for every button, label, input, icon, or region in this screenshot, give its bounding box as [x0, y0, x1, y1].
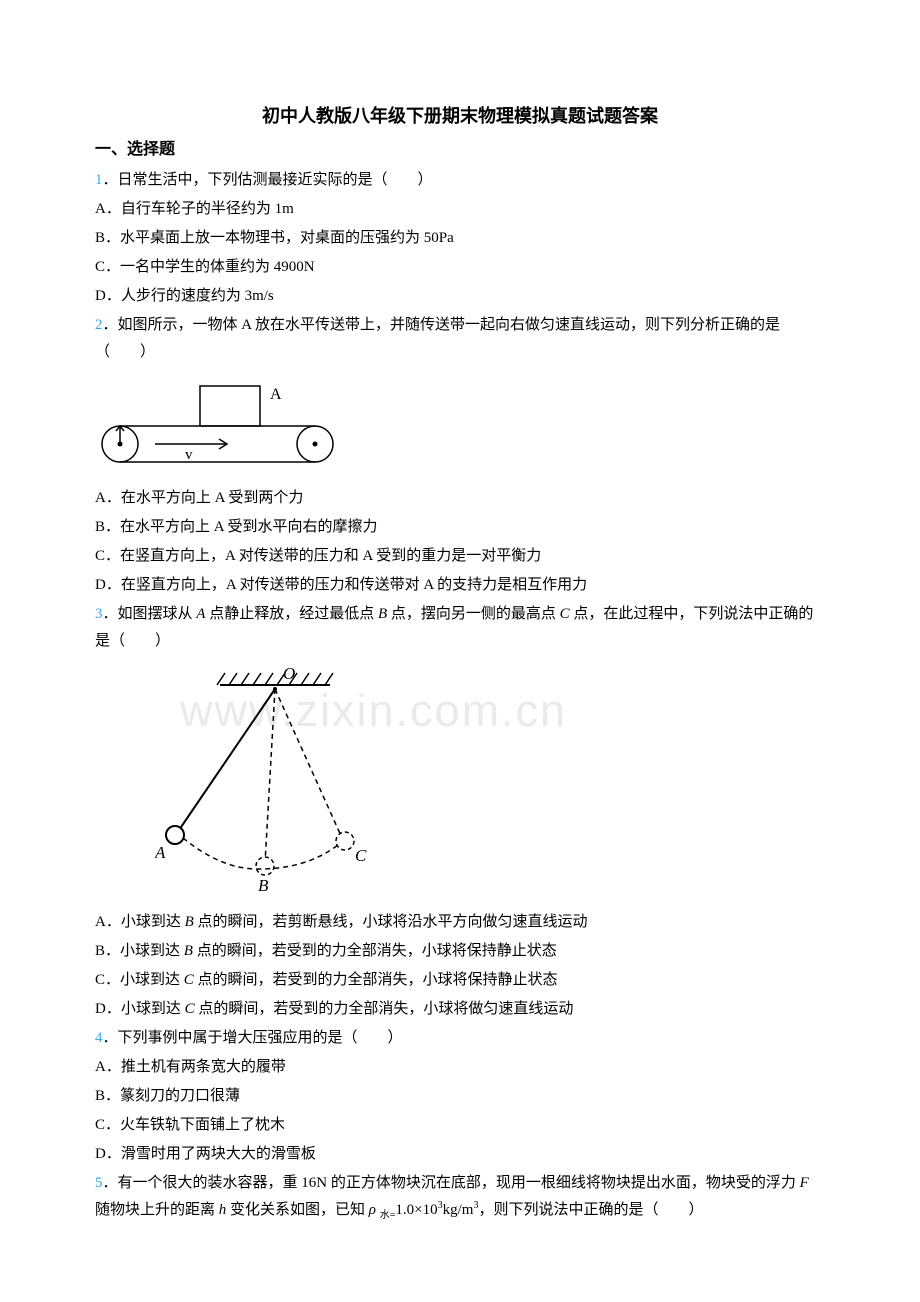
q4-number: 4 — [95, 1030, 103, 1046]
q1-option-b: B．水平桌面上放一本物理书，对桌面的压强约为 50Pa — [95, 225, 825, 252]
svg-text:B: B — [258, 876, 269, 893]
q1-option-d: D．人步行的速度约为 3m/s — [95, 283, 825, 310]
q1-option-a: A．自行车轮子的半径约为 1m — [95, 196, 825, 223]
q2-option-d: D．在竖直方向上，A 对传送带的压力和传送带对 A 的支持力是相互作用力 — [95, 572, 825, 599]
document-title: 初中人教版八年级下册期末物理模拟真题试题答案 — [95, 100, 825, 132]
q3-number: 3 — [95, 606, 103, 622]
q1-option-c: C．一名中学生的体重约为 4900N — [95, 254, 825, 281]
q1-text: ．日常生活中，下列估测最接近实际的是（ ） — [103, 172, 433, 188]
question-4: 4．下列事例中属于增大压强应用的是（ ） — [95, 1025, 825, 1052]
belt-figure: A v — [95, 374, 825, 479]
q2-text: ．如图所示，一物体 A 放在水平传送带上，并随传送带一起向右做匀速直线运动，则下… — [95, 317, 780, 360]
section-one-header: 一、选择题 — [95, 136, 825, 165]
svg-text:v: v — [185, 447, 193, 463]
svg-text:A: A — [270, 386, 282, 403]
question-3: 3．如图摆球从 A 点静止释放，经过最低点 B 点，摆向另一侧的最高点 C 点，… — [95, 601, 825, 655]
q4-option-b: B．篆刻刀的刀口很薄 — [95, 1083, 825, 1110]
question-1: 1．日常生活中，下列估测最接近实际的是（ ） — [95, 167, 825, 194]
q4-option-c: C．火车铁轨下面铺上了枕木 — [95, 1112, 825, 1139]
q3-text-5: C — [560, 606, 570, 622]
q4-text: ．下列事例中属于增大压强应用的是（ ） — [103, 1030, 403, 1046]
q3-option-a: A．小球到达 B 点的瞬间，若剪断悬线，小球将沿水平方向做匀速直线运动 — [95, 909, 825, 936]
svg-text:O: O — [283, 664, 295, 683]
q3-option-b: B．小球到达 B 点的瞬间，若受到的力全部消失，小球将保持静止状态 — [95, 938, 825, 965]
pendulum-figure: O A B C — [155, 663, 825, 903]
q3-text-4: 点，摆向另一侧的最高点 — [387, 606, 560, 622]
q3-text-0: ．如图摆球从 — [103, 606, 197, 622]
svg-text:C: C — [355, 846, 367, 865]
question-5: 5．有一个很大的装水容器，重 16N 的正方体物块沉在底部，现用一根细线将物块提… — [95, 1170, 825, 1225]
q4-option-d: D．滑雪时用了两块大大的滑雪板 — [95, 1141, 825, 1168]
q3-text-2: 点静止释放，经过最低点 — [205, 606, 378, 622]
q5-number: 5 — [95, 1175, 103, 1191]
question-2: 2．如图所示，一物体 A 放在水平传送带上，并随传送带一起向右做匀速直线运动，则… — [95, 312, 825, 366]
q4-option-a: A．推土机有两条宽大的履带 — [95, 1054, 825, 1081]
q2-option-c: C．在竖直方向上，A 对传送带的压力和 A 受到的重力是一对平衡力 — [95, 543, 825, 570]
q2-option-a: A．在水平方向上 A 受到两个力 — [95, 485, 825, 512]
q3-option-d: D．小球到达 C 点的瞬间，若受到的力全部消失，小球将做匀速直线运动 — [95, 996, 825, 1023]
q2-option-b: B．在水平方向上 A 受到水平向右的摩擦力 — [95, 514, 825, 541]
q3-text-3: B — [378, 606, 387, 622]
main-content: 初中人教版八年级下册期末物理模拟真题试题答案 一、选择题 1．日常生活中，下列估… — [95, 100, 825, 1225]
svg-text:A: A — [155, 843, 166, 862]
q5-text-part1: ．有一个很大的装水容器，重 16N 的正方体物块沉在底部，现用一根细线将物块提出… — [95, 1175, 809, 1218]
q3-option-c: C．小球到达 C 点的瞬间，若受到的力全部消失，小球将保持静止状态 — [95, 967, 825, 994]
q2-number: 2 — [95, 317, 103, 333]
q1-number: 1 — [95, 172, 103, 188]
